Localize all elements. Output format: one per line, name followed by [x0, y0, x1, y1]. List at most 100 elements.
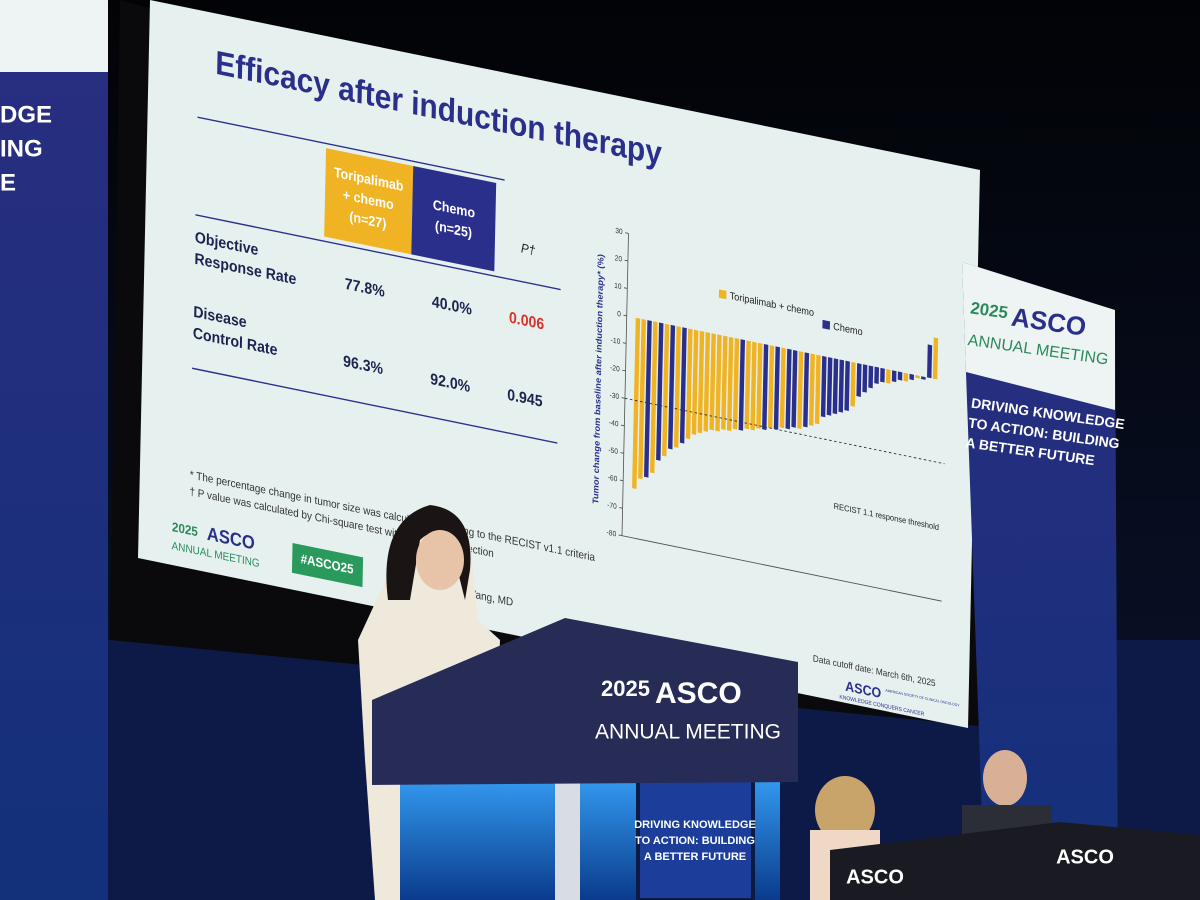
- bar: [744, 340, 751, 430]
- y-tick: [619, 479, 624, 482]
- y-tick-label: -50: [608, 446, 618, 456]
- hashtag-box: [291, 542, 364, 588]
- y-tick: [623, 287, 628, 289]
- left-banner-header: [0, 0, 108, 72]
- bar: [903, 372, 909, 382]
- y-tick-label: -30: [609, 391, 619, 401]
- podium-theme: DRIVING KNOWLEDGE: [634, 819, 756, 831]
- bar: [932, 337, 939, 380]
- left-banner: [0, 0, 108, 900]
- banner-text: ING: [0, 135, 43, 162]
- bar: [779, 347, 786, 429]
- podium-year: 2025: [601, 676, 650, 701]
- society-brand: ASCO: [845, 678, 881, 701]
- y-tick-label: -60: [608, 473, 618, 483]
- bar: [897, 371, 903, 381]
- bar: [850, 361, 856, 407]
- bar: [797, 351, 804, 429]
- header-cell: [324, 148, 414, 255]
- bar: [709, 333, 716, 431]
- right-banner-header: [962, 262, 1115, 410]
- bar: [685, 328, 693, 440]
- right-banner: [962, 262, 1118, 900]
- bar: [756, 342, 763, 429]
- bar: [673, 326, 681, 448]
- y-tick: [622, 342, 627, 344]
- presenter-face: [416, 530, 464, 590]
- header-text: P†: [521, 241, 536, 259]
- threshold-line: [624, 397, 945, 465]
- y-tick-label: 30: [615, 226, 623, 236]
- bar: [885, 369, 891, 384]
- podium-meeting: ANNUAL MEETING: [595, 721, 781, 744]
- y-tick: [620, 452, 624, 454]
- legend-swatch: [718, 289, 727, 300]
- bar: [762, 343, 769, 431]
- bar: [868, 365, 874, 389]
- bar: [750, 341, 757, 431]
- y-tick: [619, 507, 623, 509]
- bar: [767, 345, 775, 429]
- panelist-head: [983, 750, 1027, 806]
- bar: [691, 329, 699, 435]
- y-tick-label: 0: [617, 310, 621, 319]
- header-text: (n=25): [435, 218, 472, 241]
- bar: [826, 357, 833, 416]
- header-text: (n=27): [349, 209, 386, 232]
- bar: [638, 318, 646, 480]
- y-tick: [623, 314, 627, 317]
- bar: [874, 366, 880, 385]
- header-cell: [411, 166, 497, 272]
- logo-year: 2025: [172, 520, 198, 540]
- bar: [921, 376, 926, 380]
- bar: [880, 367, 885, 383]
- bar: [927, 344, 933, 379]
- banner-text: E: [0, 169, 16, 196]
- podium-brand: ASCO: [655, 677, 742, 710]
- bar: [773, 346, 780, 430]
- y-tick-label: 10: [614, 281, 622, 291]
- bar: [632, 317, 641, 489]
- bar: [649, 321, 658, 474]
- bar: [703, 332, 711, 432]
- rule: [197, 116, 505, 181]
- y-tick: [618, 534, 623, 537]
- bar: [662, 323, 670, 457]
- y-tick-label: -80: [607, 528, 617, 538]
- rule: [195, 214, 561, 291]
- desk-logo: ASCO: [1056, 846, 1114, 868]
- bar: [732, 338, 740, 430]
- bar: [726, 336, 734, 432]
- x-axis: [621, 535, 942, 602]
- bar: [721, 335, 728, 430]
- desk-logo: ASCO: [846, 866, 904, 888]
- bar: [803, 352, 810, 428]
- bar: [891, 370, 897, 383]
- desk: [830, 822, 1200, 900]
- bar: [791, 349, 798, 428]
- bar: [909, 373, 914, 381]
- podium-top: [372, 618, 798, 785]
- y-tick: [625, 232, 629, 234]
- bar: [668, 324, 676, 450]
- bar: [838, 359, 845, 413]
- bar: [814, 354, 821, 425]
- bar: [656, 322, 664, 461]
- bar: [679, 327, 687, 444]
- y-axis: [621, 233, 629, 536]
- podium-theme: A BETTER FUTURE: [644, 851, 746, 863]
- y-tick-label: -40: [609, 418, 619, 428]
- bar: [856, 363, 862, 397]
- y-tick: [621, 397, 625, 399]
- rule: [192, 367, 558, 444]
- bar: [644, 320, 652, 478]
- y-tick-label: -70: [607, 501, 617, 511]
- y-tick-label: -10: [611, 336, 621, 346]
- bar: [915, 375, 920, 379]
- y-tick: [621, 424, 625, 427]
- bar: [738, 339, 746, 431]
- legend-swatch: [822, 319, 831, 330]
- slide: Efficacy after induction therapy Toripal…: [137, 0, 981, 729]
- bar: [832, 358, 839, 415]
